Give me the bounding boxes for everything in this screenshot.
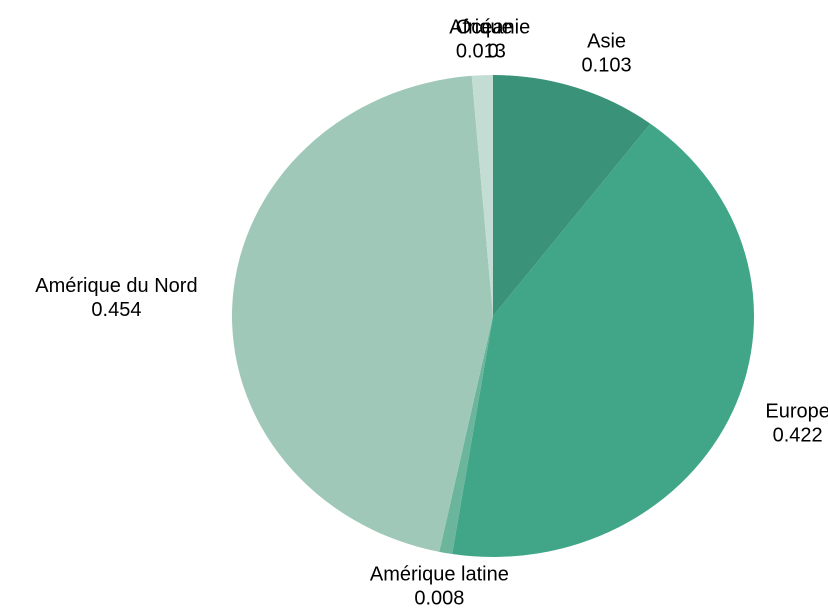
pie-slice: [471, 75, 493, 316]
slice-label: Europe: [765, 400, 828, 422]
slice-value: 0: [487, 40, 498, 62]
pie-slice: [452, 123, 755, 557]
slice-label: Amérique du Nord: [35, 275, 197, 297]
slice-value: 0.013: [456, 41, 506, 63]
slice-value: 0.422: [773, 424, 823, 446]
slice-label: Amérique latine: [370, 564, 509, 586]
slice-value: 0.454: [91, 299, 141, 321]
pie-slice: [439, 316, 493, 555]
slice-value: 0.008: [414, 588, 464, 610]
slice-value: 0.103: [582, 55, 632, 77]
slice-label: Asie: [587, 31, 626, 53]
slice-label: Océanie: [456, 16, 531, 38]
slice-label: Afrique: [449, 17, 512, 39]
pie-slice: [231, 75, 493, 552]
pie-slice: [493, 75, 651, 316]
